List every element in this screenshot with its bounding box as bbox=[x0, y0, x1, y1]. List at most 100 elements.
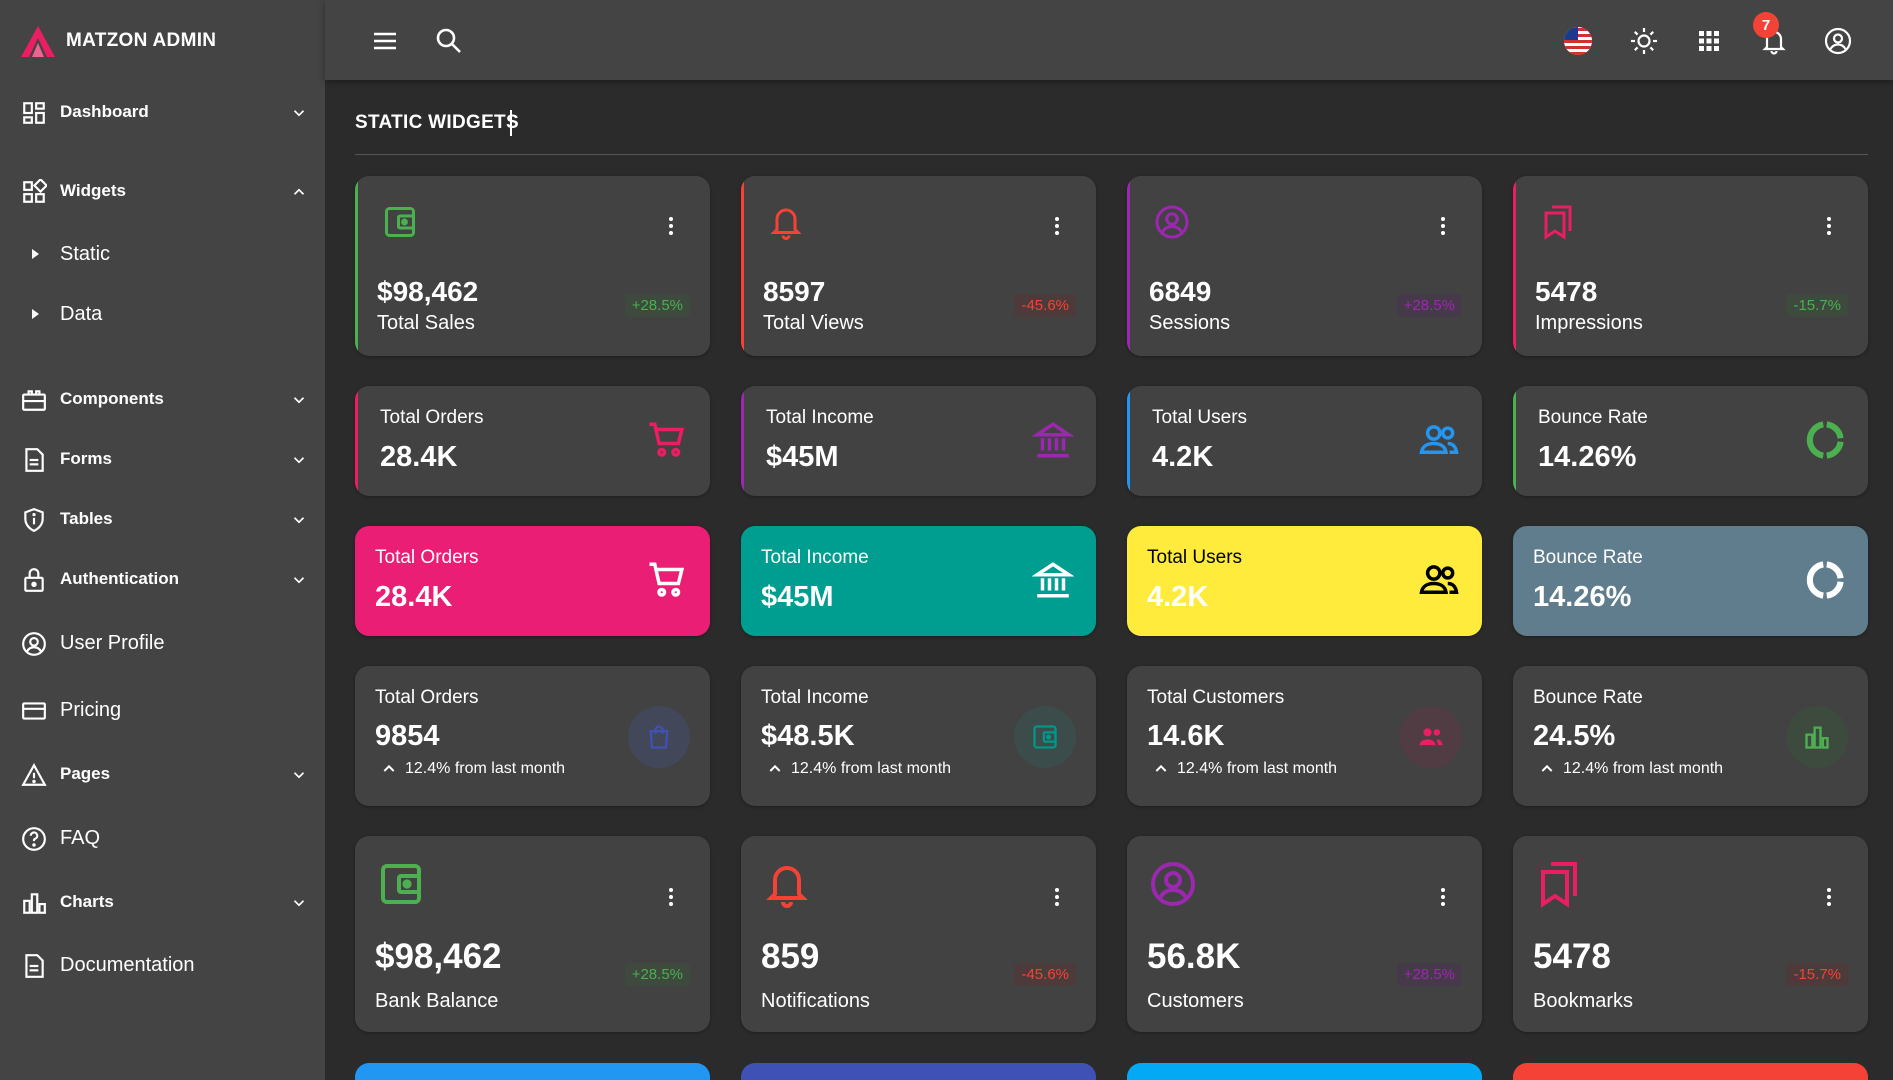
user-circle-icon bbox=[22, 632, 46, 656]
document-icon bbox=[25, 954, 44, 978]
bank-icon bbox=[1032, 562, 1074, 598]
bookmarks-icon bbox=[1541, 862, 1577, 908]
sidebar-item-pages[interactable]: Pages bbox=[0, 751, 325, 797]
stat-value: 14.26% bbox=[1533, 581, 1632, 613]
stat-value: 14.26% bbox=[1538, 441, 1637, 473]
more-vert-icon[interactable] bbox=[1432, 215, 1454, 237]
chevron-down-icon bbox=[293, 900, 305, 907]
stat-label: Bookmarks bbox=[1533, 990, 1634, 1012]
wallet-icon bbox=[381, 864, 421, 904]
bell-icon bbox=[770, 208, 802, 240]
caret-right-icon bbox=[32, 249, 39, 259]
more-vert-icon[interactable] bbox=[1818, 886, 1840, 908]
brand[interactable]: MATZON ADMIN bbox=[20, 24, 216, 58]
sidebar-item-pricing[interactable]: Pricing bbox=[0, 687, 325, 733]
stat-label: Impressions bbox=[1535, 312, 1643, 334]
change-badge: -15.7% bbox=[1786, 963, 1848, 986]
stat-value: $45M bbox=[761, 581, 834, 613]
more-vert-icon[interactable] bbox=[1818, 215, 1840, 237]
chevron-up-icon bbox=[1155, 764, 1167, 772]
chevron-down-icon bbox=[293, 772, 305, 779]
stat-title: Total Orders bbox=[380, 407, 484, 428]
help-icon bbox=[22, 827, 46, 851]
more-vert-icon[interactable] bbox=[660, 215, 682, 237]
accent-bar bbox=[355, 386, 358, 496]
menu-icon[interactable] bbox=[370, 26, 400, 56]
forms-icon bbox=[25, 448, 44, 472]
users-icon bbox=[1419, 425, 1459, 454]
chevron-up-icon bbox=[383, 764, 395, 772]
donut-icon bbox=[1806, 561, 1844, 599]
tables-icon bbox=[24, 508, 44, 533]
stat-label: Total Sales bbox=[377, 312, 475, 334]
stat-label: Sessions bbox=[1149, 312, 1231, 334]
bank-icon bbox=[1032, 422, 1074, 458]
sidebar-item-forms[interactable]: Forms bbox=[0, 436, 325, 482]
stat-value: 4.2K bbox=[1152, 441, 1214, 473]
stat-value: 4.2K bbox=[1147, 581, 1209, 613]
stat-title: Total Income bbox=[761, 547, 869, 568]
stat-title: Total Users bbox=[1152, 407, 1248, 428]
more-vert-icon[interactable] bbox=[660, 886, 682, 908]
trend-label: 12.4% from last month bbox=[791, 760, 952, 777]
trend-card-total-income: Total Income $48.5K 12.4% from last mont… bbox=[741, 666, 1096, 806]
sidebar-item-dashboard[interactable]: Dashboard bbox=[0, 89, 325, 135]
stat-title: Total Orders bbox=[375, 687, 479, 708]
brand-name: MATZON ADMIN bbox=[66, 30, 217, 51]
change-badge: -45.6% bbox=[1014, 294, 1076, 317]
sidebar-item-authentication[interactable]: Authentication bbox=[0, 556, 325, 602]
sidebar-subitem-data[interactable]: Data bbox=[0, 293, 325, 337]
sidebar-subitem-static[interactable]: Static bbox=[0, 233, 325, 277]
icon-circle bbox=[1786, 706, 1848, 768]
trend-label: 12.4% from last month bbox=[1563, 760, 1724, 777]
sidebar-item-faq[interactable]: FAQ bbox=[0, 815, 325, 861]
stat-card-bounce-rate: Bounce Rate 14.26% bbox=[1513, 386, 1868, 496]
sidebar-item-components[interactable]: Components bbox=[0, 376, 325, 422]
sidebar-subitem-label: Static bbox=[60, 243, 111, 265]
more-vert-icon[interactable] bbox=[1046, 215, 1068, 237]
stat-card-total-sales: $98,462 Total Sales +28.5% bbox=[355, 176, 710, 356]
warning-icon bbox=[21, 763, 47, 786]
stat-value: $98,462 bbox=[377, 276, 479, 307]
search-icon[interactable] bbox=[434, 26, 464, 56]
trend-card-total-customers: Total Customers 14.6K 12.4% from last mo… bbox=[1127, 666, 1482, 806]
chevron-down-icon bbox=[293, 457, 305, 464]
sidebar-item-documentation[interactable]: Documentation bbox=[0, 942, 325, 988]
sidebar-item-tables[interactable]: Tables bbox=[0, 496, 325, 542]
caret-right-icon bbox=[32, 309, 39, 319]
stat-value: 24.5% bbox=[1533, 720, 1616, 752]
trend-text: 12.4% from last month bbox=[381, 760, 565, 778]
stat-title: Total Orders bbox=[375, 547, 479, 568]
stat-value: 9854 bbox=[375, 720, 440, 752]
stat-value: $45M bbox=[766, 441, 839, 473]
stat-value: 56.8K bbox=[1147, 937, 1241, 976]
sidebar-item-user-profile[interactable]: User Profile bbox=[0, 620, 325, 666]
donut-icon bbox=[1806, 421, 1844, 459]
stat-value: 14.6K bbox=[1147, 720, 1225, 752]
account-circle-icon[interactable] bbox=[1823, 26, 1853, 56]
chevron-down-icon bbox=[293, 397, 305, 404]
stat-value: 859 bbox=[761, 937, 820, 976]
wallet-icon bbox=[385, 207, 415, 237]
sun-icon[interactable] bbox=[1629, 26, 1659, 56]
sidebar-item-widgets[interactable]: Widgets bbox=[0, 168, 325, 214]
icon-circle bbox=[1400, 706, 1462, 768]
stat-label: Notifications bbox=[761, 990, 870, 1012]
more-vert-icon[interactable] bbox=[1046, 886, 1068, 908]
stat-card-total-views: 8597 Total Views -45.6% bbox=[741, 176, 1096, 356]
stat-value: 28.4K bbox=[375, 581, 453, 613]
us-flag-icon[interactable] bbox=[1563, 26, 1593, 56]
apps-grid-icon[interactable] bbox=[1694, 26, 1724, 56]
widgets-icon bbox=[23, 179, 47, 203]
stat-value: $48.5K bbox=[761, 720, 855, 752]
stat-title: Total Income bbox=[766, 407, 874, 428]
sidebar-item-label: Widgets bbox=[60, 181, 126, 200]
sidebar-item-charts[interactable]: Charts bbox=[0, 879, 325, 925]
chevron-down-icon bbox=[293, 517, 305, 524]
more-vert-icon[interactable] bbox=[1432, 886, 1454, 908]
stat-label: Bank Balance bbox=[375, 990, 499, 1012]
stat-value: 6849 bbox=[1149, 276, 1212, 307]
sidebar-item-label: User Profile bbox=[60, 631, 165, 654]
sidebar: MATZON ADMIN Dashboard Widgets Static Da… bbox=[0, 0, 325, 1080]
components-icon bbox=[22, 390, 46, 411]
